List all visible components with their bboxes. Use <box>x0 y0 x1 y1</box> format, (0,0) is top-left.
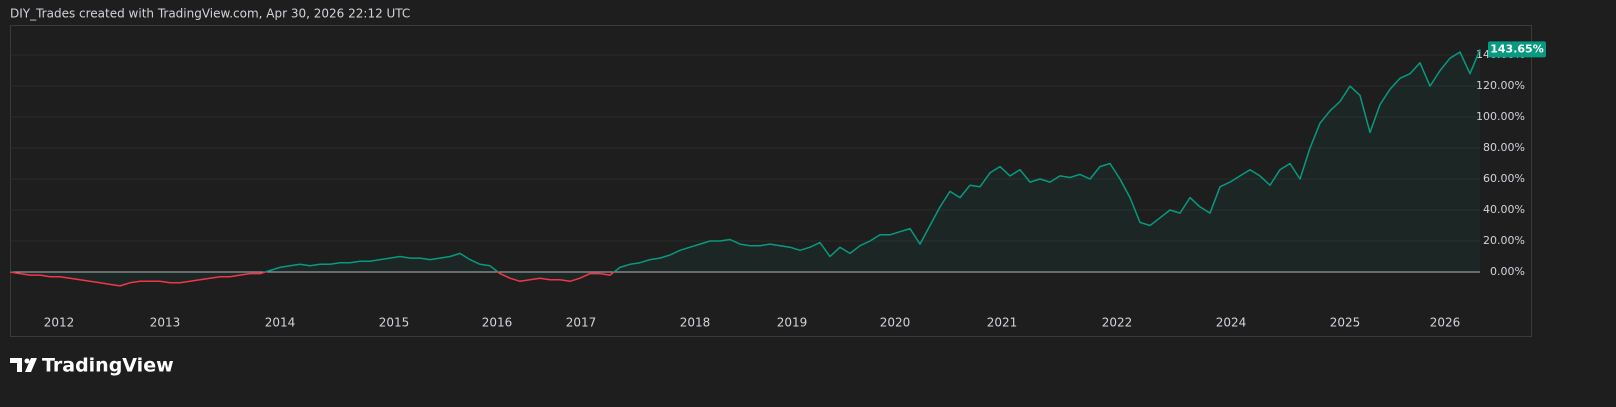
y-tick-label: 100.00% <box>1476 110 1525 123</box>
last-value-badge <box>1488 41 1546 58</box>
x-tick-label: 2014 <box>265 316 296 330</box>
x-tick-label: 2015 <box>379 316 410 330</box>
x-tick-label: 2025 <box>1330 316 1361 330</box>
x-tick-label: 2016 <box>482 316 513 330</box>
last-value-label: 143.65% <box>1490 42 1543 55</box>
y-tick-label: 0.00% <box>1490 265 1525 278</box>
logo-icon <box>10 358 22 372</box>
x-tick-label: 2020 <box>880 316 911 330</box>
x-tick-label: 2012 <box>44 316 75 330</box>
x-tick-label: 2021 <box>987 316 1018 330</box>
brand: TradingView <box>42 355 174 377</box>
x-tick-label: 2026 <box>1430 316 1461 330</box>
frame <box>10 25 1532 337</box>
y-tick-label: 60.00% <box>1483 172 1525 185</box>
y-tick-label: 40.00% <box>1483 203 1525 216</box>
y-tick-label: 20.00% <box>1483 234 1525 247</box>
logo-icon <box>25 358 37 372</box>
logo: TradingView <box>10 355 174 377</box>
x-tick-label: 2024 <box>1216 316 1247 330</box>
logo-icon <box>24 358 30 364</box>
area <box>10 49 1480 286</box>
line <box>9 49 1481 287</box>
x-tick-label: 2017 <box>566 316 597 330</box>
x-tick-label: 2022 <box>1102 316 1133 330</box>
x-tick-label: 2018 <box>680 316 711 330</box>
x-tick-label: 2019 <box>777 316 808 330</box>
chart-title: DIY_Trades created with TradingView.com,… <box>10 7 410 21</box>
x-tick-label: 2013 <box>150 316 181 330</box>
y-tick-label: 120.00% <box>1476 79 1525 92</box>
y-tick-label: 80.00% <box>1483 141 1525 154</box>
